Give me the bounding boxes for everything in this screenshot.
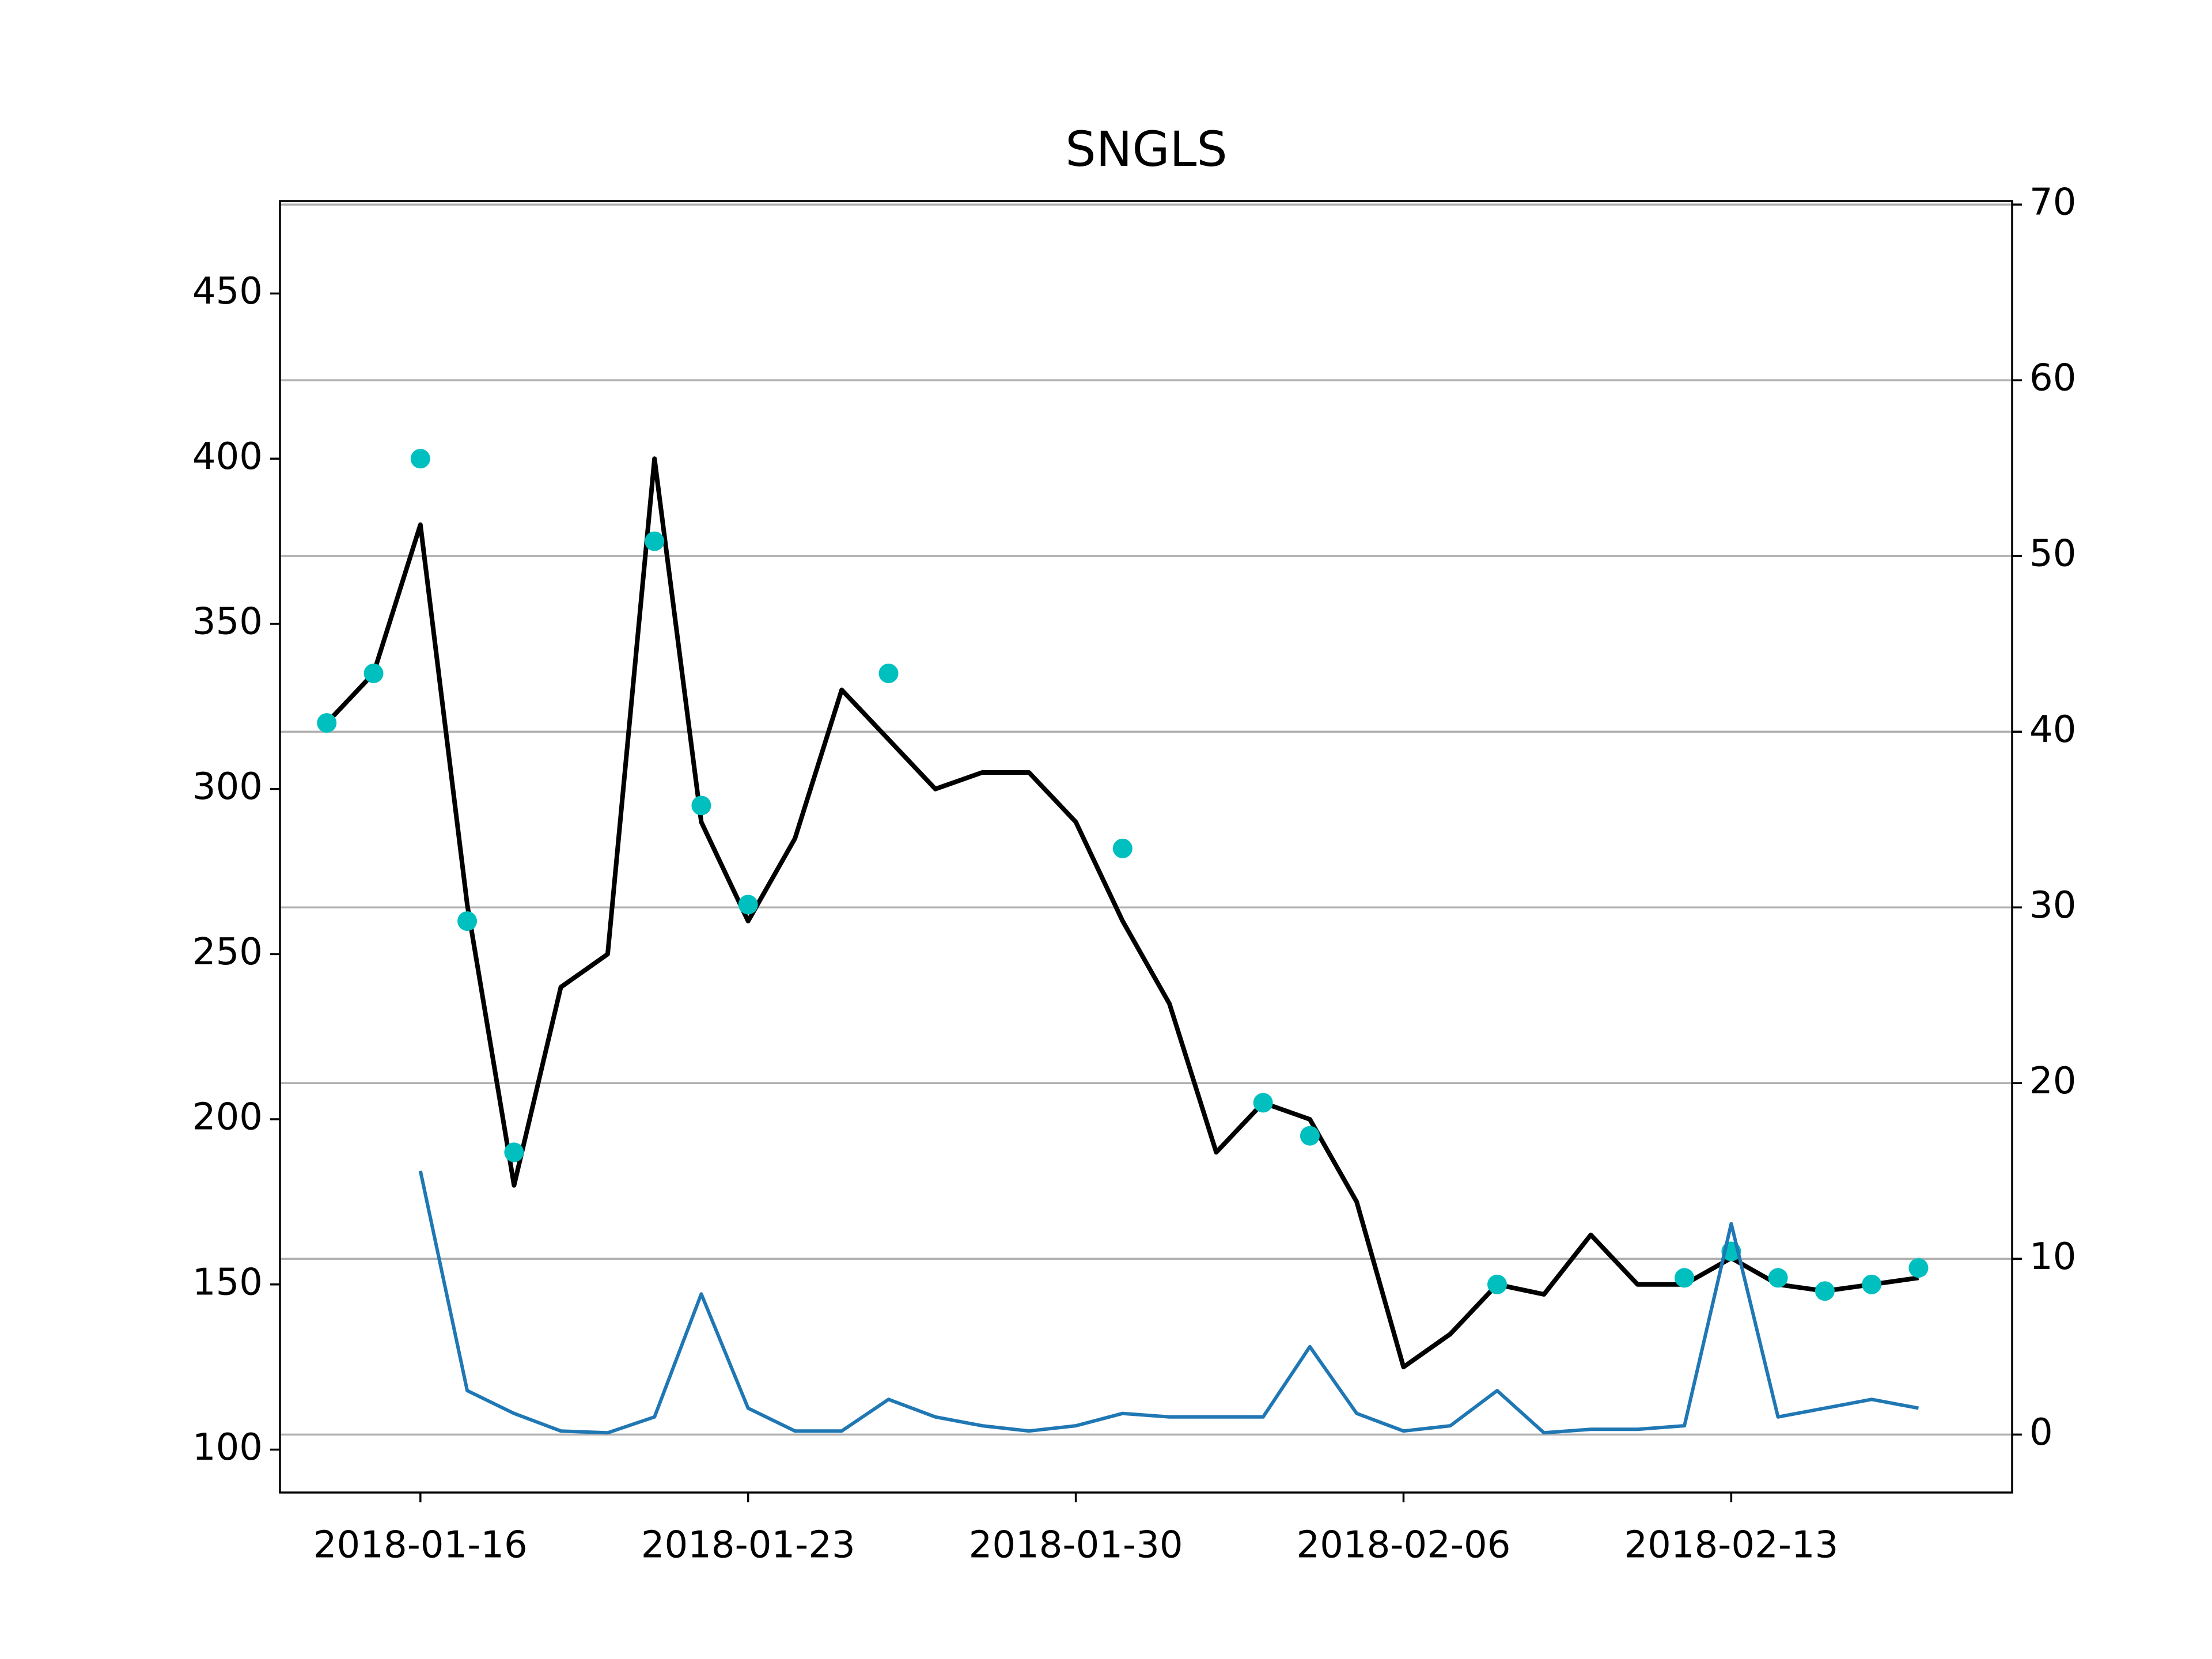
plot-frame	[279, 200, 2013, 1494]
y2-tick-label: 0	[2029, 1411, 2053, 1454]
y-tick-label: 350	[192, 601, 263, 643]
scatter-point	[1862, 1274, 1882, 1294]
scatter-point	[1112, 838, 1132, 858]
y2-tick-label: 30	[2029, 884, 2076, 927]
y-tick-label: 250	[192, 931, 263, 974]
scatter-point	[1487, 1274, 1508, 1294]
scatter-point	[878, 663, 899, 683]
chart-title: SNGLS	[1065, 121, 1227, 177]
x-tick-label: 2018-01-16	[313, 1524, 528, 1567]
y2-tick-label: 60	[2029, 357, 2076, 400]
y-tick-label: 100	[192, 1426, 263, 1469]
y-tick-label: 150	[192, 1261, 263, 1304]
scatter-point	[1768, 1268, 1788, 1288]
scatter-point	[1675, 1268, 1695, 1288]
scatter-point	[317, 713, 337, 733]
scatter-point	[738, 895, 758, 915]
scatter-point	[1908, 1258, 1929, 1278]
scatter-point	[1815, 1281, 1835, 1301]
y-tick-label: 400	[192, 435, 263, 478]
series-line	[325, 456, 1919, 1370]
scatter-point	[457, 911, 478, 931]
x-tick-label: 2018-02-06	[1297, 1524, 1511, 1567]
x-tick-label: 2018-01-23	[641, 1524, 855, 1567]
y2-tick-label: 40	[2029, 709, 2076, 751]
y-tick-label: 200	[192, 1096, 263, 1139]
scatter-point	[410, 449, 430, 469]
y2-tick-label: 50	[2029, 533, 2076, 575]
x-tick-label: 2018-01-30	[969, 1524, 1183, 1567]
scatter-point	[504, 1142, 524, 1162]
y2-tick-label: 10	[2029, 1236, 2076, 1278]
scatter-point	[691, 796, 711, 816]
x-tick-label: 2018-02-13	[1624, 1524, 1838, 1567]
scatter-point	[1253, 1093, 1273, 1113]
scatter-point	[1300, 1126, 1320, 1146]
series-line	[418, 1171, 1919, 1435]
y-tick-label: 450	[192, 270, 263, 313]
scatter-point	[645, 531, 665, 551]
y2-tick-label: 70	[2029, 181, 2076, 224]
y-tick-label: 300	[192, 766, 263, 808]
scatter-point	[363, 663, 384, 683]
y2-tick-label: 20	[2029, 1060, 2076, 1103]
